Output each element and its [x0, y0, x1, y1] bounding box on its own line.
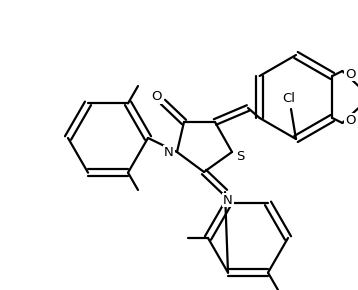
Text: N: N [223, 193, 233, 206]
Text: O: O [345, 113, 355, 126]
Text: O: O [345, 68, 355, 81]
Text: N: N [164, 146, 174, 159]
Text: O: O [151, 90, 161, 104]
Text: Cl: Cl [282, 93, 295, 106]
Text: S: S [236, 151, 244, 164]
